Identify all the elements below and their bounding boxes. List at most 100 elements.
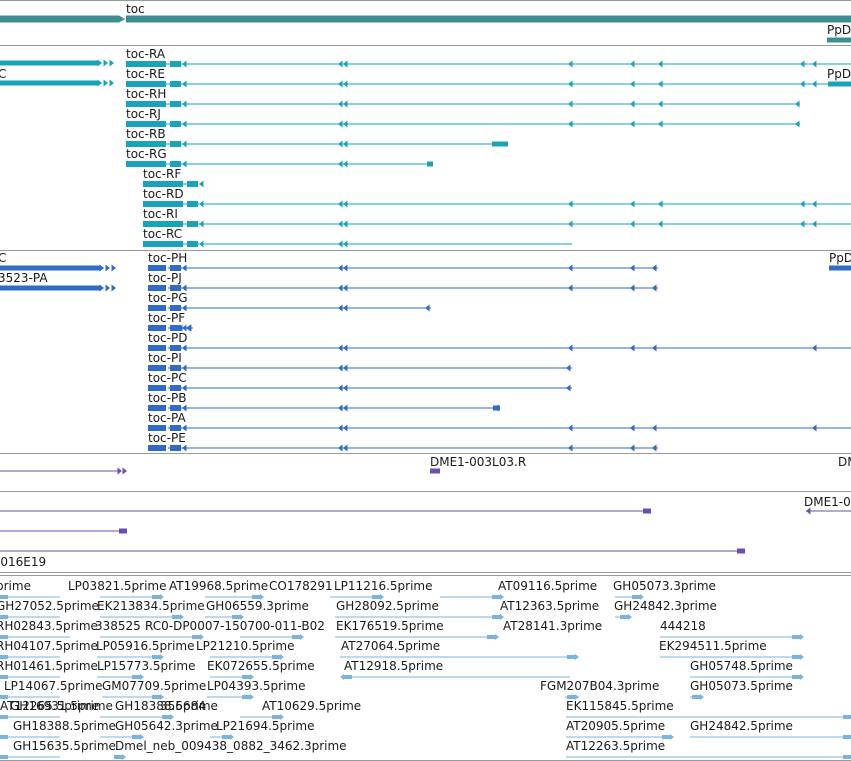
transcript-label[interactable]: toc-RG bbox=[126, 147, 167, 161]
transcript-label[interactable]: toc-PD bbox=[148, 331, 187, 345]
transcript-left-label[interactable]: 3523-PA bbox=[0, 271, 48, 285]
transcript-toc-re[interactable]: toc-RE bbox=[126, 67, 851, 88]
est-label[interactable]: LP14067.5prime bbox=[4, 679, 103, 693]
transcript-label[interactable]: toc-PB bbox=[148, 391, 186, 405]
est-label[interactable]: GH24842.3prime bbox=[614, 599, 717, 613]
oligo-label[interactable]: DME1-003L03.R bbox=[430, 455, 526, 469]
transcript-toc-pb[interactable]: toc-PB bbox=[148, 391, 500, 412]
est-label[interactable]: AT28141.3prime bbox=[503, 619, 602, 633]
est-label[interactable]: LP15773.5prime bbox=[97, 659, 196, 673]
est-label[interactable]: AT12918.5prime bbox=[344, 659, 443, 673]
est-label[interactable]: EK115845.5prime bbox=[566, 699, 674, 713]
est-label[interactable]: GH05642.3prime bbox=[115, 719, 218, 733]
transcript-toc-rb[interactable]: toc-RB bbox=[126, 127, 508, 148]
transcript-toc-pa[interactable]: toc-PA bbox=[148, 411, 851, 432]
transcript-toc-rh[interactable]: toc-RH bbox=[126, 87, 800, 108]
est-label[interactable]: AT20905.5prime bbox=[566, 719, 665, 733]
transcript-label[interactable]: toc-PC bbox=[148, 371, 187, 385]
transcript-toc-pe[interactable]: toc-PE bbox=[148, 431, 658, 452]
transcript-right-label[interactable]: PpD bbox=[827, 67, 851, 81]
est-label[interactable]: EK072655.5prime bbox=[207, 659, 315, 673]
transcript-toc-ra[interactable]: toc-RA bbox=[126, 47, 851, 68]
oligo-label[interactable]: DM bbox=[838, 455, 851, 469]
est-label[interactable]: 444218 bbox=[660, 619, 706, 633]
est-label[interactable]: RC0-DP0007-150700-011-B02 bbox=[145, 619, 325, 633]
est-label[interactable]: RH01461.5prime bbox=[0, 659, 98, 673]
est-label[interactable]: GH06559.3prime bbox=[206, 599, 309, 613]
transcript-label[interactable]: toc-PA bbox=[148, 411, 186, 425]
est-label[interactable]: GH15635.5prime bbox=[13, 739, 116, 753]
transcript-label[interactable]: toc-PJ bbox=[148, 271, 182, 285]
est-label[interactable]: GH27052.5prime bbox=[0, 599, 99, 613]
transcript-toc-pi[interactable]: toc-PI bbox=[148, 351, 572, 372]
est-label[interactable]: GH28092.5prime bbox=[336, 599, 439, 613]
est-label[interactable]: EK213834.5prime bbox=[97, 599, 205, 613]
est-label[interactable]: LP21210.5prime bbox=[196, 639, 295, 653]
est-label[interactable]: GH16931.5prime bbox=[10, 699, 113, 713]
est-label[interactable]: LP11216.5prime bbox=[334, 579, 433, 593]
transcript-toc-rd[interactable]: toc-RD bbox=[143, 187, 851, 208]
transcript-label[interactable]: toc-RA bbox=[126, 47, 166, 61]
transcript-label[interactable]: toc-RI bbox=[143, 207, 178, 221]
est-label[interactable]: AT10629.5prime bbox=[262, 699, 361, 713]
transcript-toc-rj[interactable]: toc-RJ bbox=[126, 107, 800, 128]
transcript-label[interactable]: toc-PH bbox=[148, 251, 187, 265]
transcript-toc-rg[interactable]: toc-RG bbox=[126, 147, 433, 168]
gene-label-right[interactable]: PpD bbox=[827, 23, 851, 37]
transcript-left-label[interactable]: C bbox=[0, 251, 6, 265]
transcript-label[interactable]: toc-RE bbox=[126, 67, 165, 81]
transcript-toc-ri[interactable]: toc-RI bbox=[143, 207, 851, 228]
transcript-label[interactable]: toc-PF bbox=[148, 311, 185, 325]
est-label[interactable]: LP21694.5prime bbox=[216, 719, 315, 733]
est-label[interactable]: FGM207B04.3prime bbox=[540, 679, 659, 693]
est-block bbox=[292, 635, 300, 639]
est-label[interactable]: LP03821.5prime bbox=[68, 579, 167, 593]
est-label[interactable]: RH04107.5prime bbox=[0, 639, 98, 653]
est-label[interactable]: GH18388.5prime bbox=[13, 719, 116, 733]
oligo-label[interactable]: DME1-0 bbox=[804, 495, 851, 509]
est-label[interactable]: 338525 bbox=[95, 619, 141, 633]
transcript-right-label[interactable]: PpD bbox=[829, 251, 851, 265]
est-label[interactable]: GH24842.5prime bbox=[690, 719, 793, 733]
transcript-toc-pf[interactable]: toc-PF bbox=[148, 311, 193, 332]
transcript-label[interactable]: toc-RH bbox=[126, 87, 166, 101]
transcript-left-label[interactable]: C bbox=[0, 67, 6, 81]
est-label[interactable]: AT19968.5prime bbox=[169, 579, 268, 593]
transcript-label[interactable]: toc-RJ bbox=[126, 107, 161, 121]
est-label[interactable]: AT27064.5prime bbox=[341, 639, 440, 653]
est-label[interactable]: LP04393.5prime bbox=[207, 679, 306, 693]
transcript-label[interactable]: toc-PE bbox=[148, 431, 186, 445]
est-label[interactable]: GH05073.3prime bbox=[613, 579, 716, 593]
transcript-toc-ph[interactable]: toc-PH bbox=[148, 251, 658, 272]
est-label[interactable]: GH05748.5prime bbox=[690, 659, 793, 673]
est-label[interactable]: AT09116.5prime bbox=[498, 579, 597, 593]
transcript-label[interactable]: toc-PI bbox=[148, 351, 182, 365]
est-label[interactable]: EK176519.5prime bbox=[336, 619, 444, 633]
transcript-label[interactable]: toc-RB bbox=[126, 127, 166, 141]
transcript-toc-rc[interactable]: toc-RC bbox=[143, 227, 572, 248]
est-label[interactable]: AT12363.5prime bbox=[500, 599, 599, 613]
est-label[interactable]: EK294511.5prime bbox=[659, 639, 767, 653]
est-label[interactable]: AT12263.5prime bbox=[566, 739, 665, 753]
transcript-label[interactable]: toc-RD bbox=[143, 187, 184, 201]
transcript-label[interactable]: toc-PG bbox=[148, 291, 188, 305]
transcript-label[interactable]: toc-RC bbox=[143, 227, 182, 241]
est-label[interactable]: GM07709.5prime bbox=[102, 679, 206, 693]
transcript-toc-pj[interactable]: toc-PJ bbox=[148, 271, 658, 292]
est-label[interactable]: prime bbox=[0, 579, 31, 593]
gene-label-toc[interactable]: toc bbox=[126, 2, 145, 16]
est-label[interactable]: LP05916.5prime bbox=[96, 639, 195, 653]
est-label[interactable]: GH18388.5prime bbox=[115, 699, 218, 713]
transcript-toc-rf[interactable]: toc-RF bbox=[143, 167, 204, 188]
est-label[interactable]: Dmel_neb_009438_0882_3462.3prime bbox=[115, 739, 347, 753]
est-label[interactable]: AT12265.5prime bbox=[0, 699, 99, 713]
est-label[interactable]: GH05073.5prime bbox=[690, 679, 793, 693]
transcript-label[interactable]: toc-RF bbox=[143, 167, 181, 181]
est-label[interactable]: CO178291 bbox=[269, 579, 333, 593]
transcript-toc-pg[interactable]: toc-PG bbox=[148, 291, 431, 312]
est-label[interactable]: RH02843.5prime bbox=[0, 619, 98, 633]
transcript-toc-pc[interactable]: toc-PC bbox=[148, 371, 572, 392]
transcript-toc-pd[interactable]: toc-PD bbox=[148, 331, 851, 352]
est-label[interactable]: 356684 bbox=[160, 699, 206, 713]
oligo-label[interactable]: -016E19 bbox=[0, 555, 46, 569]
